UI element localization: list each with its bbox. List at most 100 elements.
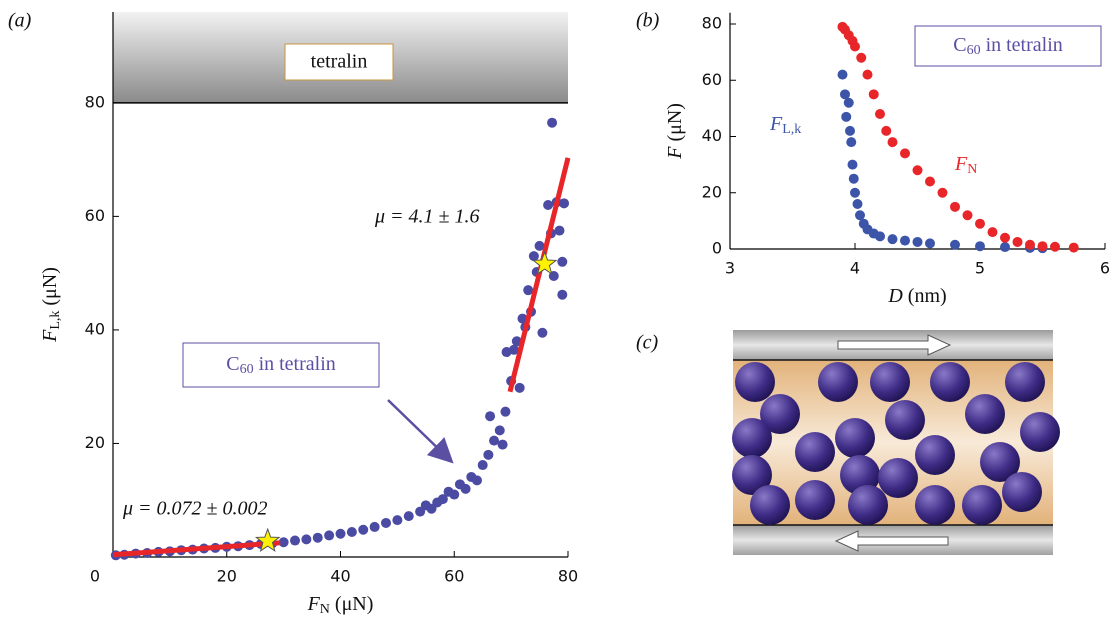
point <box>472 475 482 486</box>
point <box>975 241 985 252</box>
diagram: (c) <box>636 330 1060 555</box>
point <box>837 69 848 80</box>
label-part: in tetralin <box>981 34 1063 56</box>
panel-label: (a) <box>8 10 32 32</box>
point <box>511 336 522 347</box>
y-tick-label: 20 <box>85 433 105 452</box>
label: D (nm) <box>887 285 946 307</box>
point <box>1037 241 1048 252</box>
point <box>543 200 554 211</box>
point <box>840 89 850 100</box>
label-part: (μN) <box>664 103 686 147</box>
label-part: 60 <box>240 362 254 377</box>
point <box>887 137 898 148</box>
label-part: F <box>39 329 61 343</box>
point <box>855 210 865 221</box>
annotation-box <box>182 342 380 388</box>
label-part: F <box>307 593 321 615</box>
label-part: L,k <box>782 122 801 137</box>
point <box>534 240 545 251</box>
point <box>900 235 910 246</box>
wall-label-box <box>284 43 394 81</box>
point <box>392 515 403 526</box>
label-part: F <box>664 146 686 160</box>
point <box>483 449 494 460</box>
fit-label: μ = 0.072 ± 0.002 <box>122 498 268 520</box>
star <box>254 527 281 552</box>
point <box>559 198 570 209</box>
point <box>278 537 289 548</box>
point <box>862 69 873 80</box>
point <box>494 425 505 436</box>
panel-label: (b) <box>636 10 660 32</box>
point <box>346 527 357 538</box>
label-part: F <box>769 113 783 135</box>
label-part: C <box>226 353 239 375</box>
point <box>460 483 471 494</box>
label-part: 60 <box>967 43 981 58</box>
point <box>557 289 568 300</box>
point <box>845 125 855 136</box>
x-tick-label: 4 <box>850 259 860 278</box>
point <box>497 439 508 450</box>
point <box>950 201 960 212</box>
point <box>554 225 565 236</box>
point <box>557 256 568 267</box>
annotation-box <box>914 25 1102 67</box>
x-tick-label: 5 <box>975 259 985 278</box>
point <box>856 52 867 63</box>
point <box>868 89 879 100</box>
y-tick-label: 40 <box>702 126 722 145</box>
point <box>900 148 910 159</box>
point <box>1012 236 1023 247</box>
label-part: L,k <box>48 311 63 330</box>
point <box>500 406 511 417</box>
star <box>531 250 558 275</box>
arrow-right <box>837 334 952 356</box>
point <box>514 382 525 393</box>
y-tick-label: 60 <box>85 206 105 225</box>
label: C60 in tetralin <box>226 353 336 378</box>
point <box>847 159 858 170</box>
label-part: (nm) <box>903 285 947 307</box>
label-part: D <box>887 285 903 307</box>
point <box>841 111 852 122</box>
fit-line <box>507 157 571 393</box>
point <box>975 218 985 229</box>
label-part: N <box>320 602 330 617</box>
point <box>843 97 854 108</box>
x-tick-label: 20 <box>217 567 237 586</box>
point <box>312 532 323 543</box>
point <box>925 176 935 187</box>
point <box>485 411 496 422</box>
label: C60 in tetralin <box>953 34 1063 59</box>
point <box>290 535 300 546</box>
x-tick-label: 6 <box>1100 259 1110 278</box>
point <box>358 524 369 535</box>
point <box>1050 241 1060 252</box>
point <box>547 117 558 128</box>
point <box>912 165 923 176</box>
point <box>477 460 488 471</box>
label-part: in tetralin <box>254 353 336 375</box>
x-tick-label: 80 <box>558 567 578 586</box>
label: FN (μN) <box>307 593 374 618</box>
point <box>301 534 312 545</box>
point <box>508 344 519 355</box>
y-tick-label: 0 <box>712 239 722 258</box>
y-tick-label: 80 <box>85 92 105 111</box>
point <box>1025 239 1035 250</box>
y-tick-label: 60 <box>702 70 722 89</box>
point <box>381 517 391 528</box>
point <box>875 231 885 242</box>
label-part: N <box>967 162 977 177</box>
label-part: F <box>954 153 968 175</box>
point <box>846 137 857 148</box>
y-tick-label: 80 <box>702 14 722 33</box>
annotation-arrow <box>387 399 454 464</box>
point <box>881 125 892 136</box>
label: FN <box>954 153 977 178</box>
point <box>850 187 860 198</box>
wall-label: tetralin <box>311 51 368 73</box>
